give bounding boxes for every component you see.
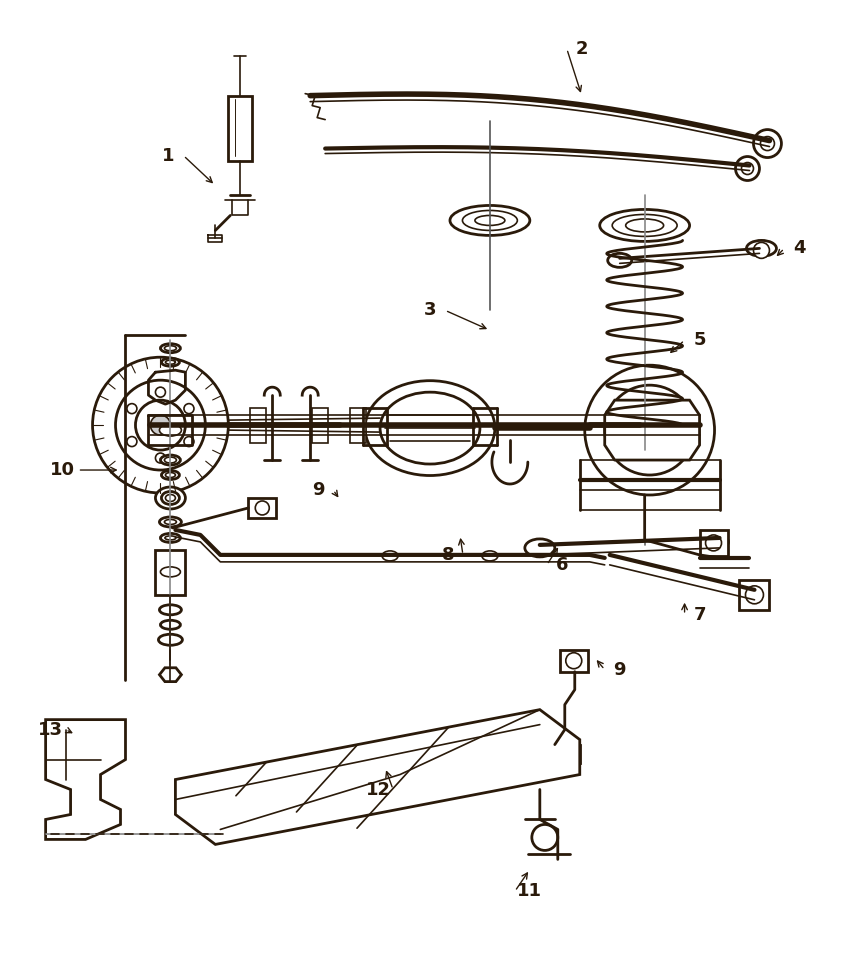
Bar xyxy=(699,530,728,556)
Ellipse shape xyxy=(161,491,179,504)
Circle shape xyxy=(637,418,662,442)
Circle shape xyxy=(127,404,137,413)
Circle shape xyxy=(741,163,753,175)
Ellipse shape xyxy=(161,471,179,480)
Text: 5: 5 xyxy=(693,332,706,349)
Bar xyxy=(350,409,366,443)
Ellipse shape xyxy=(160,517,181,526)
Ellipse shape xyxy=(482,551,498,561)
Circle shape xyxy=(155,453,166,463)
Ellipse shape xyxy=(160,533,180,542)
Bar xyxy=(312,409,328,443)
Circle shape xyxy=(565,652,582,669)
Ellipse shape xyxy=(706,535,728,549)
Bar xyxy=(740,580,770,609)
Circle shape xyxy=(753,243,770,258)
Bar xyxy=(545,745,580,762)
Ellipse shape xyxy=(160,604,181,615)
Text: 12: 12 xyxy=(366,781,390,799)
Ellipse shape xyxy=(380,392,480,464)
Ellipse shape xyxy=(159,635,183,645)
Ellipse shape xyxy=(382,551,398,561)
Text: 11: 11 xyxy=(517,882,542,900)
Ellipse shape xyxy=(607,254,631,267)
Circle shape xyxy=(184,437,194,447)
Circle shape xyxy=(605,385,695,475)
Polygon shape xyxy=(605,400,699,460)
Text: 8: 8 xyxy=(442,546,454,564)
Ellipse shape xyxy=(166,494,175,501)
Ellipse shape xyxy=(450,206,530,235)
Bar xyxy=(228,96,252,161)
Ellipse shape xyxy=(161,358,179,367)
Circle shape xyxy=(256,501,269,515)
Circle shape xyxy=(622,402,678,458)
Text: 9: 9 xyxy=(312,481,324,499)
Ellipse shape xyxy=(160,455,180,465)
Ellipse shape xyxy=(165,520,177,525)
Ellipse shape xyxy=(746,241,776,256)
Circle shape xyxy=(753,130,782,158)
Ellipse shape xyxy=(166,473,175,478)
Circle shape xyxy=(155,387,166,397)
Ellipse shape xyxy=(166,360,175,365)
Text: 13: 13 xyxy=(38,721,63,739)
Ellipse shape xyxy=(366,380,495,476)
Text: 10: 10 xyxy=(50,461,76,479)
Text: 2: 2 xyxy=(576,40,588,58)
Circle shape xyxy=(116,380,205,470)
Circle shape xyxy=(760,136,775,150)
Ellipse shape xyxy=(475,215,505,225)
Circle shape xyxy=(705,535,722,551)
Text: 6: 6 xyxy=(555,556,568,574)
Bar xyxy=(248,498,276,518)
Circle shape xyxy=(532,825,558,850)
Ellipse shape xyxy=(160,424,181,436)
Ellipse shape xyxy=(165,457,177,463)
Ellipse shape xyxy=(155,487,185,509)
Bar xyxy=(155,550,185,595)
Circle shape xyxy=(746,586,764,604)
Circle shape xyxy=(184,404,194,413)
Circle shape xyxy=(127,437,137,447)
Ellipse shape xyxy=(625,219,663,232)
Ellipse shape xyxy=(165,346,177,351)
Ellipse shape xyxy=(525,539,555,557)
Circle shape xyxy=(735,157,759,180)
Bar xyxy=(251,409,266,443)
Circle shape xyxy=(93,357,228,493)
Text: 3: 3 xyxy=(424,301,436,319)
Ellipse shape xyxy=(160,344,180,353)
Ellipse shape xyxy=(613,214,677,236)
Circle shape xyxy=(555,747,569,760)
Bar xyxy=(559,649,588,672)
Ellipse shape xyxy=(160,620,180,629)
Text: 9: 9 xyxy=(613,661,626,679)
Text: 7: 7 xyxy=(693,605,706,624)
Circle shape xyxy=(150,415,171,435)
Polygon shape xyxy=(160,668,181,682)
Polygon shape xyxy=(175,710,580,844)
Circle shape xyxy=(136,400,185,450)
Polygon shape xyxy=(45,720,125,839)
Text: 1: 1 xyxy=(162,146,175,165)
Ellipse shape xyxy=(165,536,176,540)
Ellipse shape xyxy=(160,566,180,577)
Text: 4: 4 xyxy=(793,240,806,257)
Ellipse shape xyxy=(462,211,517,230)
Ellipse shape xyxy=(600,210,690,242)
Circle shape xyxy=(585,366,715,495)
